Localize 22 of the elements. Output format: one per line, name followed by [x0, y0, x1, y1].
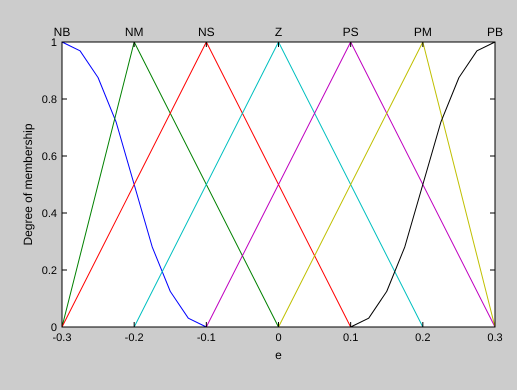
- y-tick-label: 1: [50, 37, 57, 49]
- x-tick-label: -0.2: [124, 332, 144, 344]
- series-label: NB: [54, 25, 70, 39]
- series-label: NS: [198, 25, 215, 39]
- y-tick-label: 0: [50, 322, 57, 334]
- series-label: PM: [414, 25, 432, 39]
- series-label: Z: [274, 25, 282, 39]
- x-tick-label: -0.3: [52, 332, 72, 344]
- series-label: PB: [486, 25, 504, 39]
- series-label: PS: [342, 25, 359, 39]
- y-tick-label: 0.6: [42, 151, 57, 163]
- x-tick-label: 0: [275, 332, 282, 344]
- series-label: NM: [124, 25, 144, 39]
- y-tick-label: 0.4: [42, 208, 57, 220]
- x-axis-title: e: [275, 348, 282, 362]
- y-tick-label: 0.2: [42, 265, 57, 277]
- x-tick-label: 0.2: [415, 332, 430, 344]
- y-tick-label: 0.8: [42, 94, 57, 106]
- x-tick-label: -0.1: [196, 332, 216, 344]
- y-axis-title: Degree of membership: [21, 123, 35, 246]
- x-tick-label: 0.3: [487, 332, 503, 344]
- x-tick-label: 0.1: [343, 332, 358, 344]
